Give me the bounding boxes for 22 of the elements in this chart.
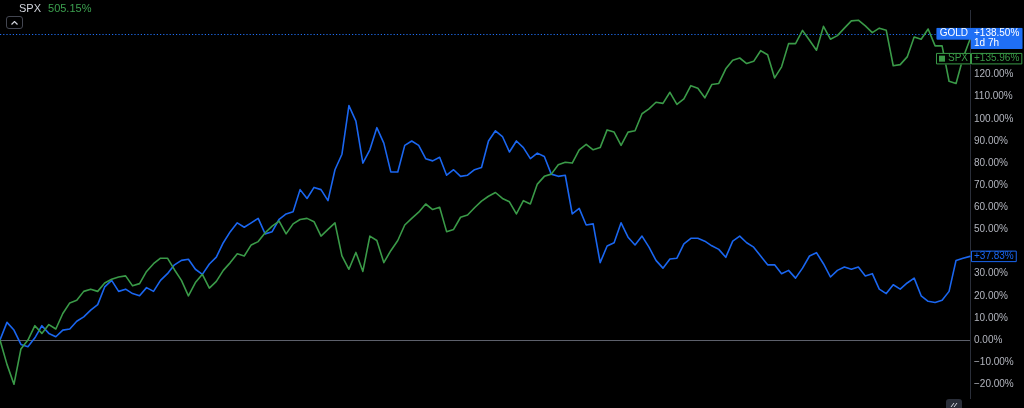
chart-title: SPX xyxy=(19,2,42,14)
y-tick-label: 60.00% xyxy=(974,201,1009,213)
y-tick-label: 100.00% xyxy=(974,112,1014,124)
chart-subtitle: 505.15% xyxy=(48,2,92,14)
y-tick-label: 50.00% xyxy=(974,223,1009,235)
y-tick-label: 20.00% xyxy=(974,289,1009,301)
text: 1d 7h xyxy=(974,36,1000,48)
y-tick-label: 30.00% xyxy=(974,267,1009,279)
y-tick-label: 80.00% xyxy=(974,156,1009,168)
y-tick-label: 10.00% xyxy=(974,311,1009,323)
y-tick-label: 110.00% xyxy=(974,90,1013,102)
ref-line-label: GOLD xyxy=(939,27,968,39)
y-tick-label: 120.00% xyxy=(974,68,1014,80)
y-tick-label: 70.00% xyxy=(974,178,1009,190)
y-tick-label: −20.00% xyxy=(974,378,1014,390)
text: +138.50% xyxy=(974,27,1020,39)
y-tick-label: −10.00% xyxy=(974,355,1014,367)
data-label: +135.96% xyxy=(974,52,1020,64)
data-label: +37.83% xyxy=(974,250,1014,262)
y-tick-label: 90.00% xyxy=(974,134,1009,146)
y-tick-label: 0.00% xyxy=(974,333,1003,345)
legend-label: SPX xyxy=(947,52,969,64)
